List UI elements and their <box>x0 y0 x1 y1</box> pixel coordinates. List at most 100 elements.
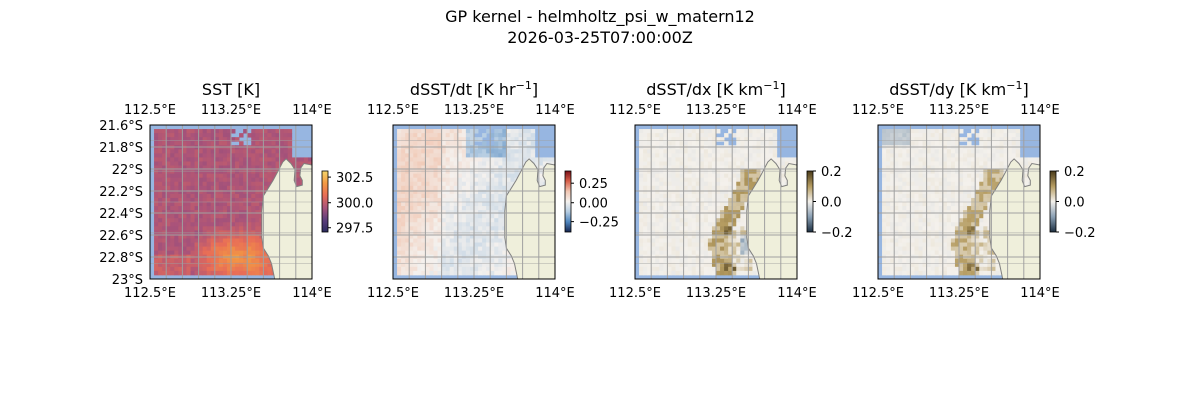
data-cell <box>752 161 757 166</box>
data-cell <box>651 149 656 154</box>
data-cell <box>971 197 976 203</box>
data-cell <box>235 234 240 239</box>
data-cell <box>950 133 956 138</box>
data-cell <box>413 202 418 207</box>
data-cell <box>417 181 422 187</box>
data-cell <box>651 202 656 207</box>
data-cell <box>194 181 199 187</box>
data-cell <box>166 250 171 256</box>
data-cell <box>486 173 491 179</box>
data-cell <box>222 258 228 264</box>
data-cell <box>687 214 693 219</box>
data-cell <box>478 137 483 142</box>
data-cell <box>752 137 757 142</box>
data-cell <box>210 250 216 256</box>
data-cell <box>247 161 252 166</box>
data-cell <box>999 153 1004 158</box>
data-cell <box>417 137 422 142</box>
lon-tick-bottom: 112.5°E <box>124 286 176 301</box>
data-cell <box>906 177 911 183</box>
data-cell <box>886 181 891 187</box>
data-cell <box>659 189 664 195</box>
data-cell <box>890 202 895 207</box>
data-cell <box>478 149 483 154</box>
data-cell <box>461 238 467 243</box>
data-cell <box>174 173 179 179</box>
data-cell <box>890 193 895 199</box>
data-cell <box>748 270 753 276</box>
data-cell <box>441 153 447 158</box>
data-cell <box>190 133 195 138</box>
data-cell <box>938 153 944 158</box>
data-cell <box>522 157 528 162</box>
data-cell <box>461 193 467 199</box>
data-cell <box>275 153 280 158</box>
data-cell <box>922 153 927 158</box>
data-cell <box>425 153 430 158</box>
data-cell <box>214 246 220 252</box>
data-cell <box>906 197 911 203</box>
data-cell <box>449 214 455 219</box>
data-cell <box>469 270 475 276</box>
data-cell <box>959 165 964 170</box>
data-cell <box>469 157 475 162</box>
data-cell <box>732 193 737 199</box>
data-cell <box>178 181 183 187</box>
data-cell <box>251 157 256 162</box>
data-cell <box>675 173 680 179</box>
data-cell <box>453 153 459 158</box>
data-cell <box>158 185 163 191</box>
data-cell <box>740 185 745 191</box>
data-cell <box>663 234 668 239</box>
data-cell <box>740 197 745 203</box>
data-cell <box>736 185 741 191</box>
data-cell <box>675 210 680 215</box>
data-cell <box>691 250 697 256</box>
data-cell <box>679 266 684 272</box>
data-cell <box>154 169 159 175</box>
data-cell <box>1011 149 1017 154</box>
data-cell <box>425 258 430 264</box>
data-cell <box>748 258 753 264</box>
data-cell <box>154 189 159 195</box>
data-cell <box>498 197 503 203</box>
data-cell <box>663 202 668 207</box>
data-cell <box>716 222 721 227</box>
data-cell <box>465 270 471 276</box>
data-cell <box>441 141 447 146</box>
data-cell <box>768 153 774 158</box>
data-cell <box>930 141 936 146</box>
data-cell <box>186 202 191 207</box>
data-cell <box>975 177 980 183</box>
data-cell <box>748 169 753 175</box>
data-cell <box>445 141 451 146</box>
data-cell <box>639 129 644 134</box>
data-cell <box>687 202 693 207</box>
data-cell <box>890 141 895 146</box>
data-cell <box>397 246 402 252</box>
data-cell <box>214 250 220 256</box>
data-cell <box>259 141 264 146</box>
data-cell <box>967 149 972 154</box>
data-cell <box>711 270 717 276</box>
data-cell <box>740 210 745 215</box>
data-cell <box>494 153 499 158</box>
data-cell <box>482 258 487 264</box>
data-cell <box>699 206 705 211</box>
data-cell <box>421 129 426 134</box>
data-cell <box>510 153 515 158</box>
data-cell <box>214 141 220 146</box>
data-cell <box>235 250 240 256</box>
data-cell <box>703 270 709 276</box>
data-cell <box>490 165 495 170</box>
bay-water <box>295 125 304 135</box>
data-cell <box>235 157 240 162</box>
data-cell <box>979 157 984 162</box>
data-cell <box>433 129 438 134</box>
data-cell <box>716 197 721 203</box>
data-cell <box>170 250 175 256</box>
data-cell <box>910 165 915 170</box>
data-cell <box>506 169 511 175</box>
data-cell <box>182 238 187 243</box>
data-cell <box>437 214 442 219</box>
